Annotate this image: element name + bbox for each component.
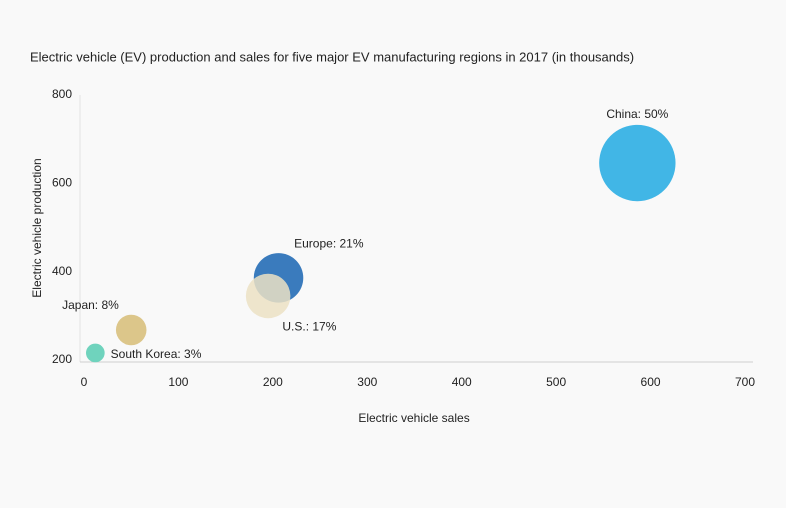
y-tick-label: 200 bbox=[52, 352, 72, 366]
x-tick-label: 100 bbox=[168, 375, 188, 389]
bubble bbox=[599, 124, 676, 202]
x-tick-label: 200 bbox=[263, 375, 283, 389]
y-tick-label: 600 bbox=[52, 176, 72, 190]
bubble bbox=[245, 273, 291, 319]
data-label: South Korea: 3% bbox=[111, 347, 202, 361]
y-tick-label: 400 bbox=[52, 264, 72, 278]
x-tick-label: 0 bbox=[81, 375, 88, 389]
bubble bbox=[85, 343, 105, 363]
x-axis-label: Electric vehicle sales bbox=[358, 411, 469, 425]
x-tick-label: 400 bbox=[452, 375, 472, 389]
x-tick-label: 300 bbox=[357, 375, 377, 389]
y-axis-label: Electric vehicle production bbox=[30, 158, 44, 297]
bubble bbox=[115, 314, 147, 346]
y-tick-label: 800 bbox=[52, 87, 72, 101]
x-tick-label: 500 bbox=[546, 375, 566, 389]
data-label: U.S.: 17% bbox=[282, 319, 336, 333]
data-label: Europe: 21% bbox=[294, 236, 364, 250]
x-tick-label: 700 bbox=[735, 375, 755, 389]
data-label: China: 50% bbox=[606, 107, 668, 121]
chart-title: Electric vehicle (EV) production and sal… bbox=[30, 49, 634, 64]
x-tick-label: 600 bbox=[641, 375, 661, 389]
data-label: Japan: 8% bbox=[62, 298, 119, 312]
